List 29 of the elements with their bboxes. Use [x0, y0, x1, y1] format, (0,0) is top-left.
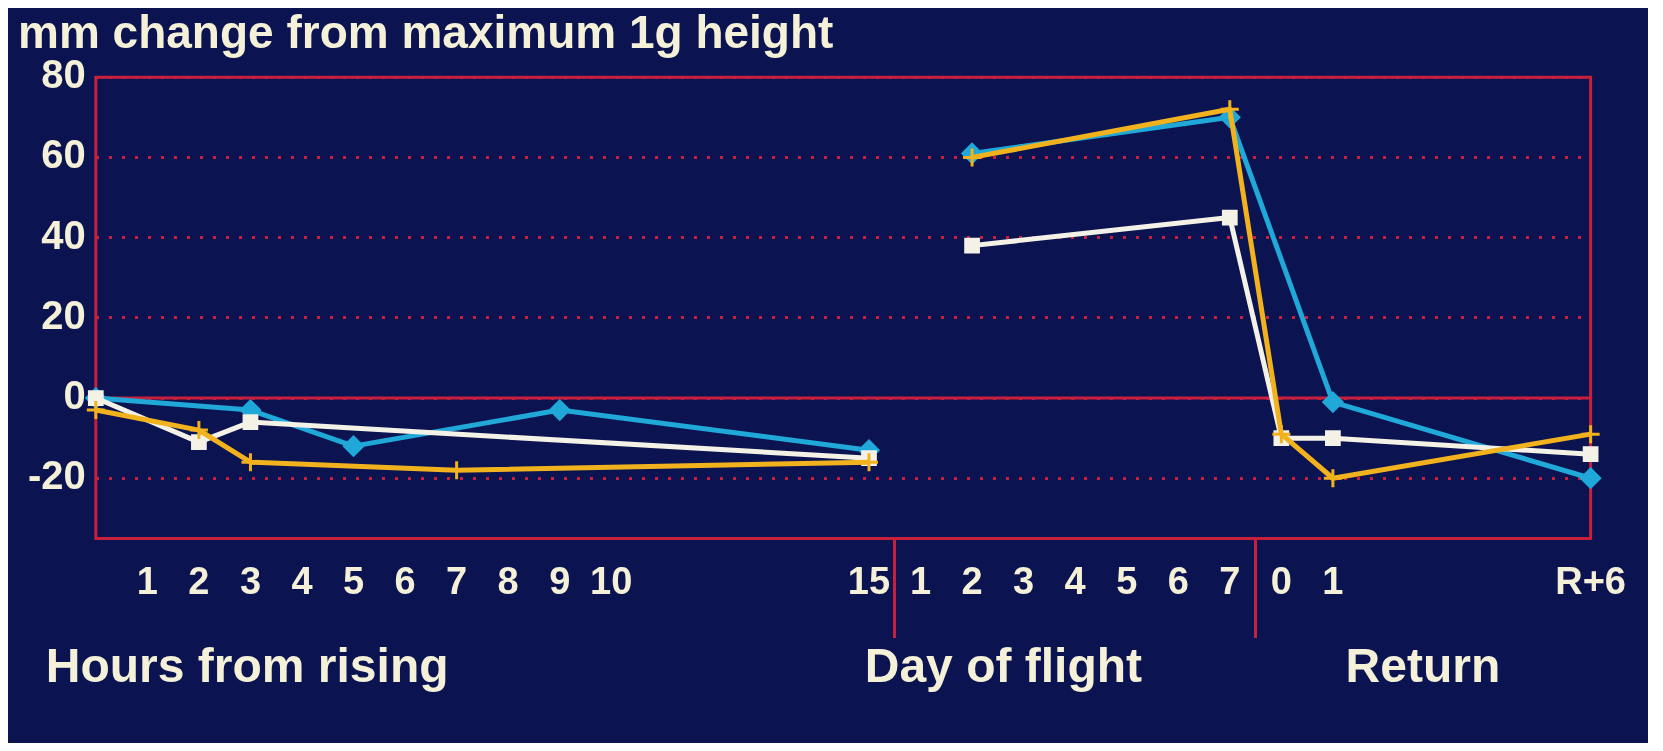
x-tick-label: 5	[1116, 559, 1138, 602]
x-tick-label: 2	[961, 559, 983, 602]
y-tick-label: -20	[28, 453, 86, 498]
x-tick-label: R+6	[1555, 559, 1627, 602]
text: Day of flight	[864, 638, 1143, 693]
x-tick-label: 8	[497, 559, 519, 602]
x-tick-label: 1	[1322, 559, 1344, 602]
x-tick-label: 6	[394, 559, 416, 602]
y-tick-label: 60	[41, 132, 86, 177]
x-tick-label: 4	[291, 559, 313, 602]
text: Return	[1345, 638, 1501, 693]
x-tick-label: 2	[188, 559, 210, 602]
y-tick-label: 0	[63, 373, 86, 418]
x-tick-label: 1	[136, 559, 158, 602]
x-tick-label: 7	[446, 559, 468, 602]
x-tick-label: 9	[549, 559, 571, 602]
x-tick-label: 10	[590, 559, 633, 602]
x-axis-title: Hours from rising	[45, 638, 449, 693]
x-tick-label: 3	[1013, 559, 1035, 602]
x-tick-label: 3	[239, 559, 262, 602]
x-tick-label: 15	[847, 559, 891, 602]
x-tick-label: 7	[1219, 559, 1241, 602]
x-tick-label: 5	[342, 559, 365, 602]
y-tick-label: 20	[41, 292, 86, 337]
x-tick-label: 0	[1270, 559, 1292, 602]
x-tick-label: 1	[909, 559, 932, 602]
x-tick-label: 4	[1064, 559, 1086, 602]
x-tick-label: 6	[1167, 559, 1189, 602]
y-tick-label: 40	[41, 212, 86, 257]
